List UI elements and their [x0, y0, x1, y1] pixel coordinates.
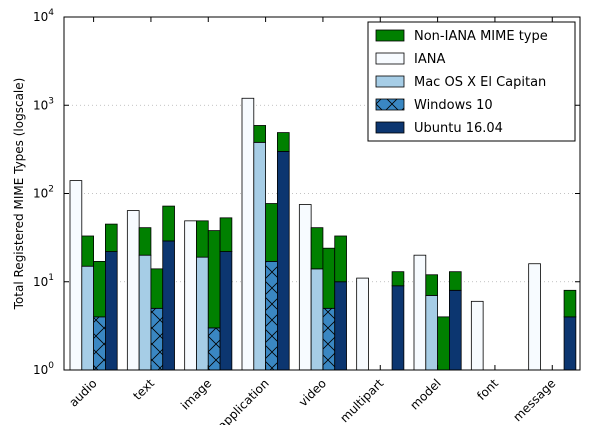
legend: Non-IANA MIME type IANA Mac OS X El Capita…	[367, 21, 576, 142]
bar-windows-non-iana-audio	[93, 261, 106, 318]
legend-swatch-macos	[375, 75, 405, 88]
bar-ubuntu-non-iana-multipart	[391, 271, 405, 287]
bar-macos-audio	[81, 265, 95, 371]
y-axis-title: Total Registered MIME Types (logscale)	[12, 78, 26, 311]
legend-label-iana: IANA	[414, 52, 445, 67]
legend-label-macos: Mac OS X El Capitan	[414, 75, 546, 90]
bar-windows-non-iana-image	[207, 230, 221, 329]
bar-iana-text	[126, 210, 140, 371]
bar-macos-non-iana-text	[138, 227, 152, 256]
legend-swatch-ubuntu	[375, 121, 405, 134]
x-tick-label: font	[474, 376, 501, 403]
bar-windows-video-hatch	[322, 308, 335, 370]
legend-label-non_iana: Non-IANA MIME type	[414, 29, 548, 44]
bar-macos-non-iana-audio	[81, 235, 95, 267]
bar-macos-application	[253, 141, 267, 371]
bar-ubuntu-text	[162, 240, 175, 371]
bar-ubuntu-non-iana-audio	[105, 223, 118, 252]
bar-macos-non-iana-video	[310, 227, 324, 270]
bar-windows-non-iana-text	[150, 268, 164, 309]
bar-ubuntu-image	[219, 251, 233, 371]
bar-windows-audio-hatch	[93, 316, 106, 370]
y-tick-label: 101	[33, 273, 54, 289]
bar-windows-application-hatch	[265, 261, 278, 370]
bar-ubuntu-non-iana-application	[276, 132, 290, 152]
bar-ubuntu-non-iana-message	[563, 289, 577, 318]
x-tick-label: text	[130, 376, 157, 403]
bar-ubuntu-audio	[105, 251, 118, 371]
bar-iana-model	[413, 254, 427, 371]
legend-swatch-non_iana	[375, 29, 405, 42]
bar-ubuntu-message	[563, 316, 577, 371]
bar-macos-video	[310, 268, 324, 371]
y-tick-label: 102	[33, 185, 54, 201]
bar-macos-image	[196, 256, 209, 371]
bar-macos-non-iana-image	[196, 220, 209, 258]
bar-macos-non-iana-application	[253, 125, 267, 143]
x-tick-label: image	[178, 376, 214, 412]
x-tick-label: model	[407, 376, 443, 412]
bar-macos-non-iana-model	[425, 274, 438, 296]
bar-iana-message	[528, 263, 541, 371]
bar-ubuntu-non-iana-text	[162, 205, 175, 242]
bar-ubuntu-multipart	[391, 285, 405, 371]
bar-ubuntu-application	[276, 150, 290, 371]
x-tick-label: multipart	[337, 376, 386, 425]
bar-iana-font	[470, 300, 484, 371]
bar-windows-image-hatch	[208, 327, 221, 370]
y-tick-label: 104	[33, 8, 54, 24]
x-tick-label: audio	[66, 376, 99, 409]
bar-windows-text-hatch	[150, 308, 163, 370]
bar-iana-multipart	[356, 277, 369, 371]
bar-ubuntu-non-iana-model	[448, 271, 462, 291]
bar-ubuntu-non-iana-video	[334, 235, 347, 283]
x-tick-label: message	[510, 376, 558, 424]
bar-macos-model	[425, 295, 438, 371]
bar-iana-image	[184, 220, 197, 371]
bar-iana-application	[241, 97, 255, 371]
bar-ubuntu-model	[448, 289, 462, 371]
legend-label-ubuntu: Ubuntu 16.04	[414, 121, 503, 136]
bar-iana-audio	[69, 180, 83, 371]
bar-macos-text	[138, 254, 152, 371]
bar-windows-non-iana-model	[437, 316, 450, 371]
x-tick-label: application	[215, 376, 272, 425]
bar-ubuntu-non-iana-image	[219, 217, 233, 252]
bars	[69, 97, 577, 371]
x-tick-label: video	[296, 376, 329, 409]
legend-swatch-iana	[375, 52, 405, 65]
legend-label-windows: Windows 10	[414, 98, 493, 113]
legend-swatch-hatch	[376, 99, 404, 110]
bar-windows-non-iana-application	[265, 203, 278, 262]
bar-ubuntu-video	[334, 281, 347, 371]
y-tick-label: 103	[33, 96, 54, 112]
y-tick-label: 100	[33, 361, 54, 377]
bar-iana-video	[298, 204, 312, 371]
bar-windows-non-iana-video	[322, 247, 336, 309]
